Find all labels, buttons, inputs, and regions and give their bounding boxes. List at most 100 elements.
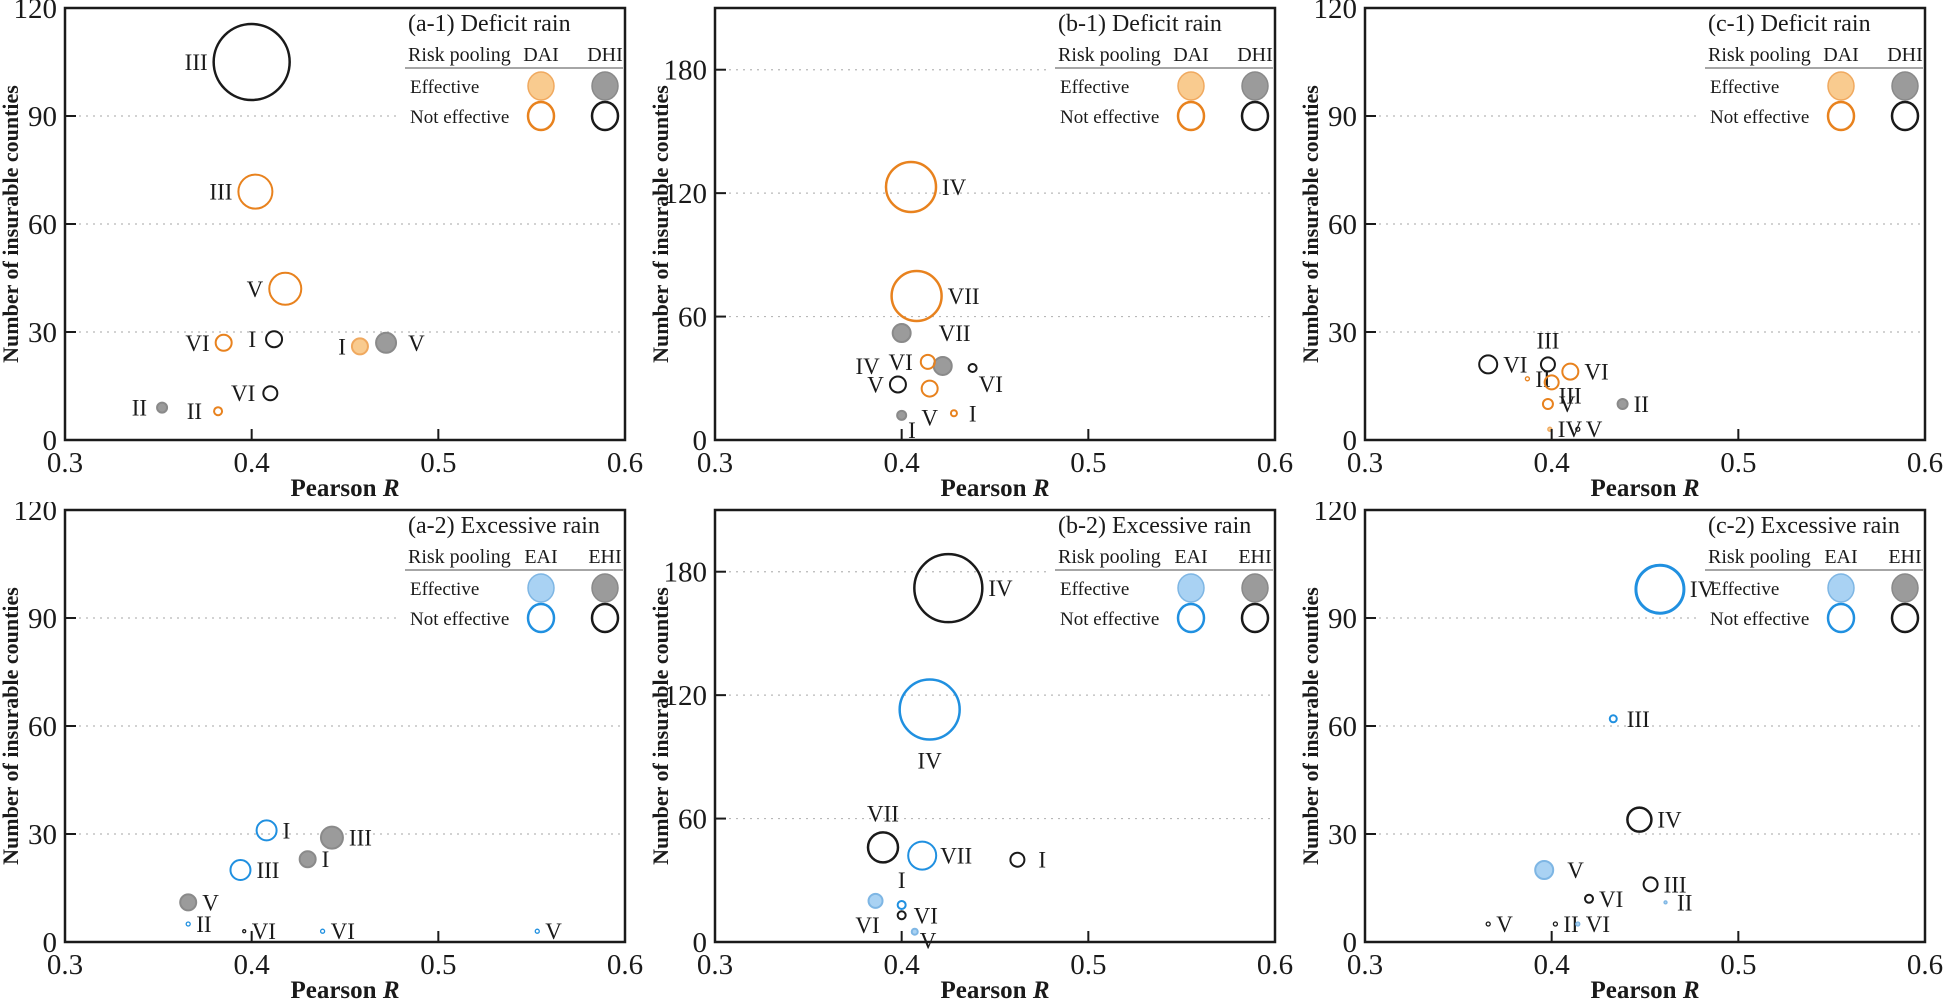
x-tick-label: 0.3 [1347, 447, 1383, 479]
x-tick-label: 0.3 [47, 949, 83, 981]
data-point-label: VI [252, 919, 276, 944]
data-point-label: VI [1599, 887, 1623, 912]
data-point-label: V [921, 406, 938, 431]
y-tick-label: 90 [1328, 101, 1357, 133]
y-tick-label: 60 [28, 711, 57, 743]
y-tick-label: 60 [28, 209, 57, 241]
y-tick-label: 120 [664, 680, 708, 712]
data-point-label: IV [1690, 577, 1715, 602]
x-tick-label: 0.4 [884, 949, 921, 981]
legend-swatch-hi-effective [1891, 71, 1919, 101]
y-tick-label: 0 [43, 425, 58, 457]
legend-swatch-hi-not-effective [590, 602, 620, 634]
data-point-label: V [202, 890, 219, 915]
data-point-dhi-vi [1478, 354, 1499, 375]
data-point-ehi-iv [1626, 806, 1653, 833]
x-tick-label: 0.5 [420, 447, 456, 479]
legend-swatch-ai-effective [1177, 71, 1205, 101]
x-tick-label: 0.4 [1534, 949, 1571, 981]
data-point-dai-vi [214, 333, 233, 352]
legend-col-dhi: DHI [1237, 44, 1273, 66]
data-point-ehi-ii [1552, 921, 1559, 927]
legend-row-not-effective-label: Not effective [410, 609, 509, 630]
x-tick-label: 0.6 [1257, 447, 1293, 479]
legend-swatch-hi-effective [1241, 71, 1269, 101]
legend-background [1700, 9, 1923, 132]
data-point-label: V [545, 919, 562, 944]
x-tick-label: 0.4 [1534, 447, 1571, 479]
data-point-ehi-i [298, 850, 317, 869]
data-point-dai-v [920, 379, 939, 398]
legend-background [1050, 511, 1273, 634]
data-point-label: V [1559, 392, 1576, 417]
y-tick-label: 0 [1343, 425, 1358, 457]
data-point-dhi-v [375, 331, 398, 354]
data-point-dai-iii [1543, 374, 1560, 391]
data-point-label: II [132, 396, 147, 421]
data-point-eai-vii [907, 840, 938, 871]
legend-swatch-ai-not-effective [526, 602, 556, 634]
data-point-label: II [196, 912, 211, 937]
data-point-eai-iii [229, 859, 252, 881]
data-point-eai-ii [1663, 900, 1668, 905]
data-point-label: I [969, 401, 977, 426]
data-point-ehi-i [1009, 851, 1026, 868]
legend-col-dhi: DHI [587, 44, 623, 66]
legend-header: Risk pooling [408, 44, 511, 66]
data-point-dhi-vi [262, 385, 279, 402]
data-point-dhi-vi [967, 363, 978, 373]
y-tick-label: 0 [43, 927, 58, 959]
data-point-label: VII [948, 284, 980, 309]
panel-title: (a-1) Deficit rain [408, 11, 571, 37]
y-tick-label: 120 [664, 178, 708, 210]
y-axis-title: Number of insurable counties [0, 85, 23, 363]
data-point-label: VI [889, 350, 913, 375]
legend-swatch-ai-not-effective [1176, 602, 1206, 634]
y-tick-label: 180 [664, 55, 708, 87]
legend-background [400, 511, 623, 634]
data-point-label: III [209, 180, 232, 205]
legend-row-effective-label: Effective [410, 579, 479, 600]
legend-col-eai: EAI [1824, 546, 1857, 568]
data-point-dai-i [350, 337, 369, 356]
panel-title: (c-2) Excessive rain [1708, 513, 1900, 539]
legend-swatch-hi-not-effective [1890, 602, 1920, 634]
data-point-ehi-vi [1584, 893, 1594, 904]
legend-swatch-ai-not-effective [1826, 602, 1856, 634]
data-point-eai-v [1534, 860, 1555, 880]
y-axis-title: Number of insurable counties [0, 587, 23, 865]
data-point-label: V [1586, 417, 1603, 442]
data-point-label: VI [1584, 360, 1608, 385]
y-axis-title: Number of insurable counties [650, 587, 673, 865]
x-tick-label: 0.5 [1720, 949, 1756, 981]
data-point-dai-vi [919, 353, 936, 370]
data-point-dhi-v [888, 375, 907, 394]
legend-col-eai: EAI [524, 546, 557, 568]
legend-col-dai: DAI [1173, 44, 1209, 66]
legend-col-dhi: DHI [1887, 44, 1923, 66]
y-axis-title: Number of insurable counties [650, 85, 673, 363]
legend-row-not-effective-label: Not effective [1710, 107, 1809, 128]
plot-border [713, 6, 1277, 442]
panel-title: (c-1) Deficit rain [1708, 11, 1871, 37]
y-tick-label: 60 [1328, 711, 1357, 743]
x-axis-title: Pearson R [1590, 475, 1699, 502]
legend-swatch-ai-effective [1177, 573, 1205, 603]
data-point-eai-vi [867, 892, 884, 909]
legend-background [1700, 511, 1923, 634]
data-point-label: III [185, 50, 208, 75]
legend-col-ehi: EHI [588, 546, 621, 568]
data-point-eai-ii [185, 921, 191, 927]
y-axis-title: Number of insurable counties [1300, 85, 1323, 363]
y-tick-label: 120 [1314, 502, 1358, 527]
data-point-label: I [283, 818, 291, 843]
data-point-label: II [1563, 912, 1578, 937]
x-axis-title: Pearson R [290, 977, 399, 1004]
x-tick-label: 0.3 [697, 447, 733, 479]
data-point-label: I [248, 327, 256, 352]
data-point-dhi-i [896, 409, 908, 421]
